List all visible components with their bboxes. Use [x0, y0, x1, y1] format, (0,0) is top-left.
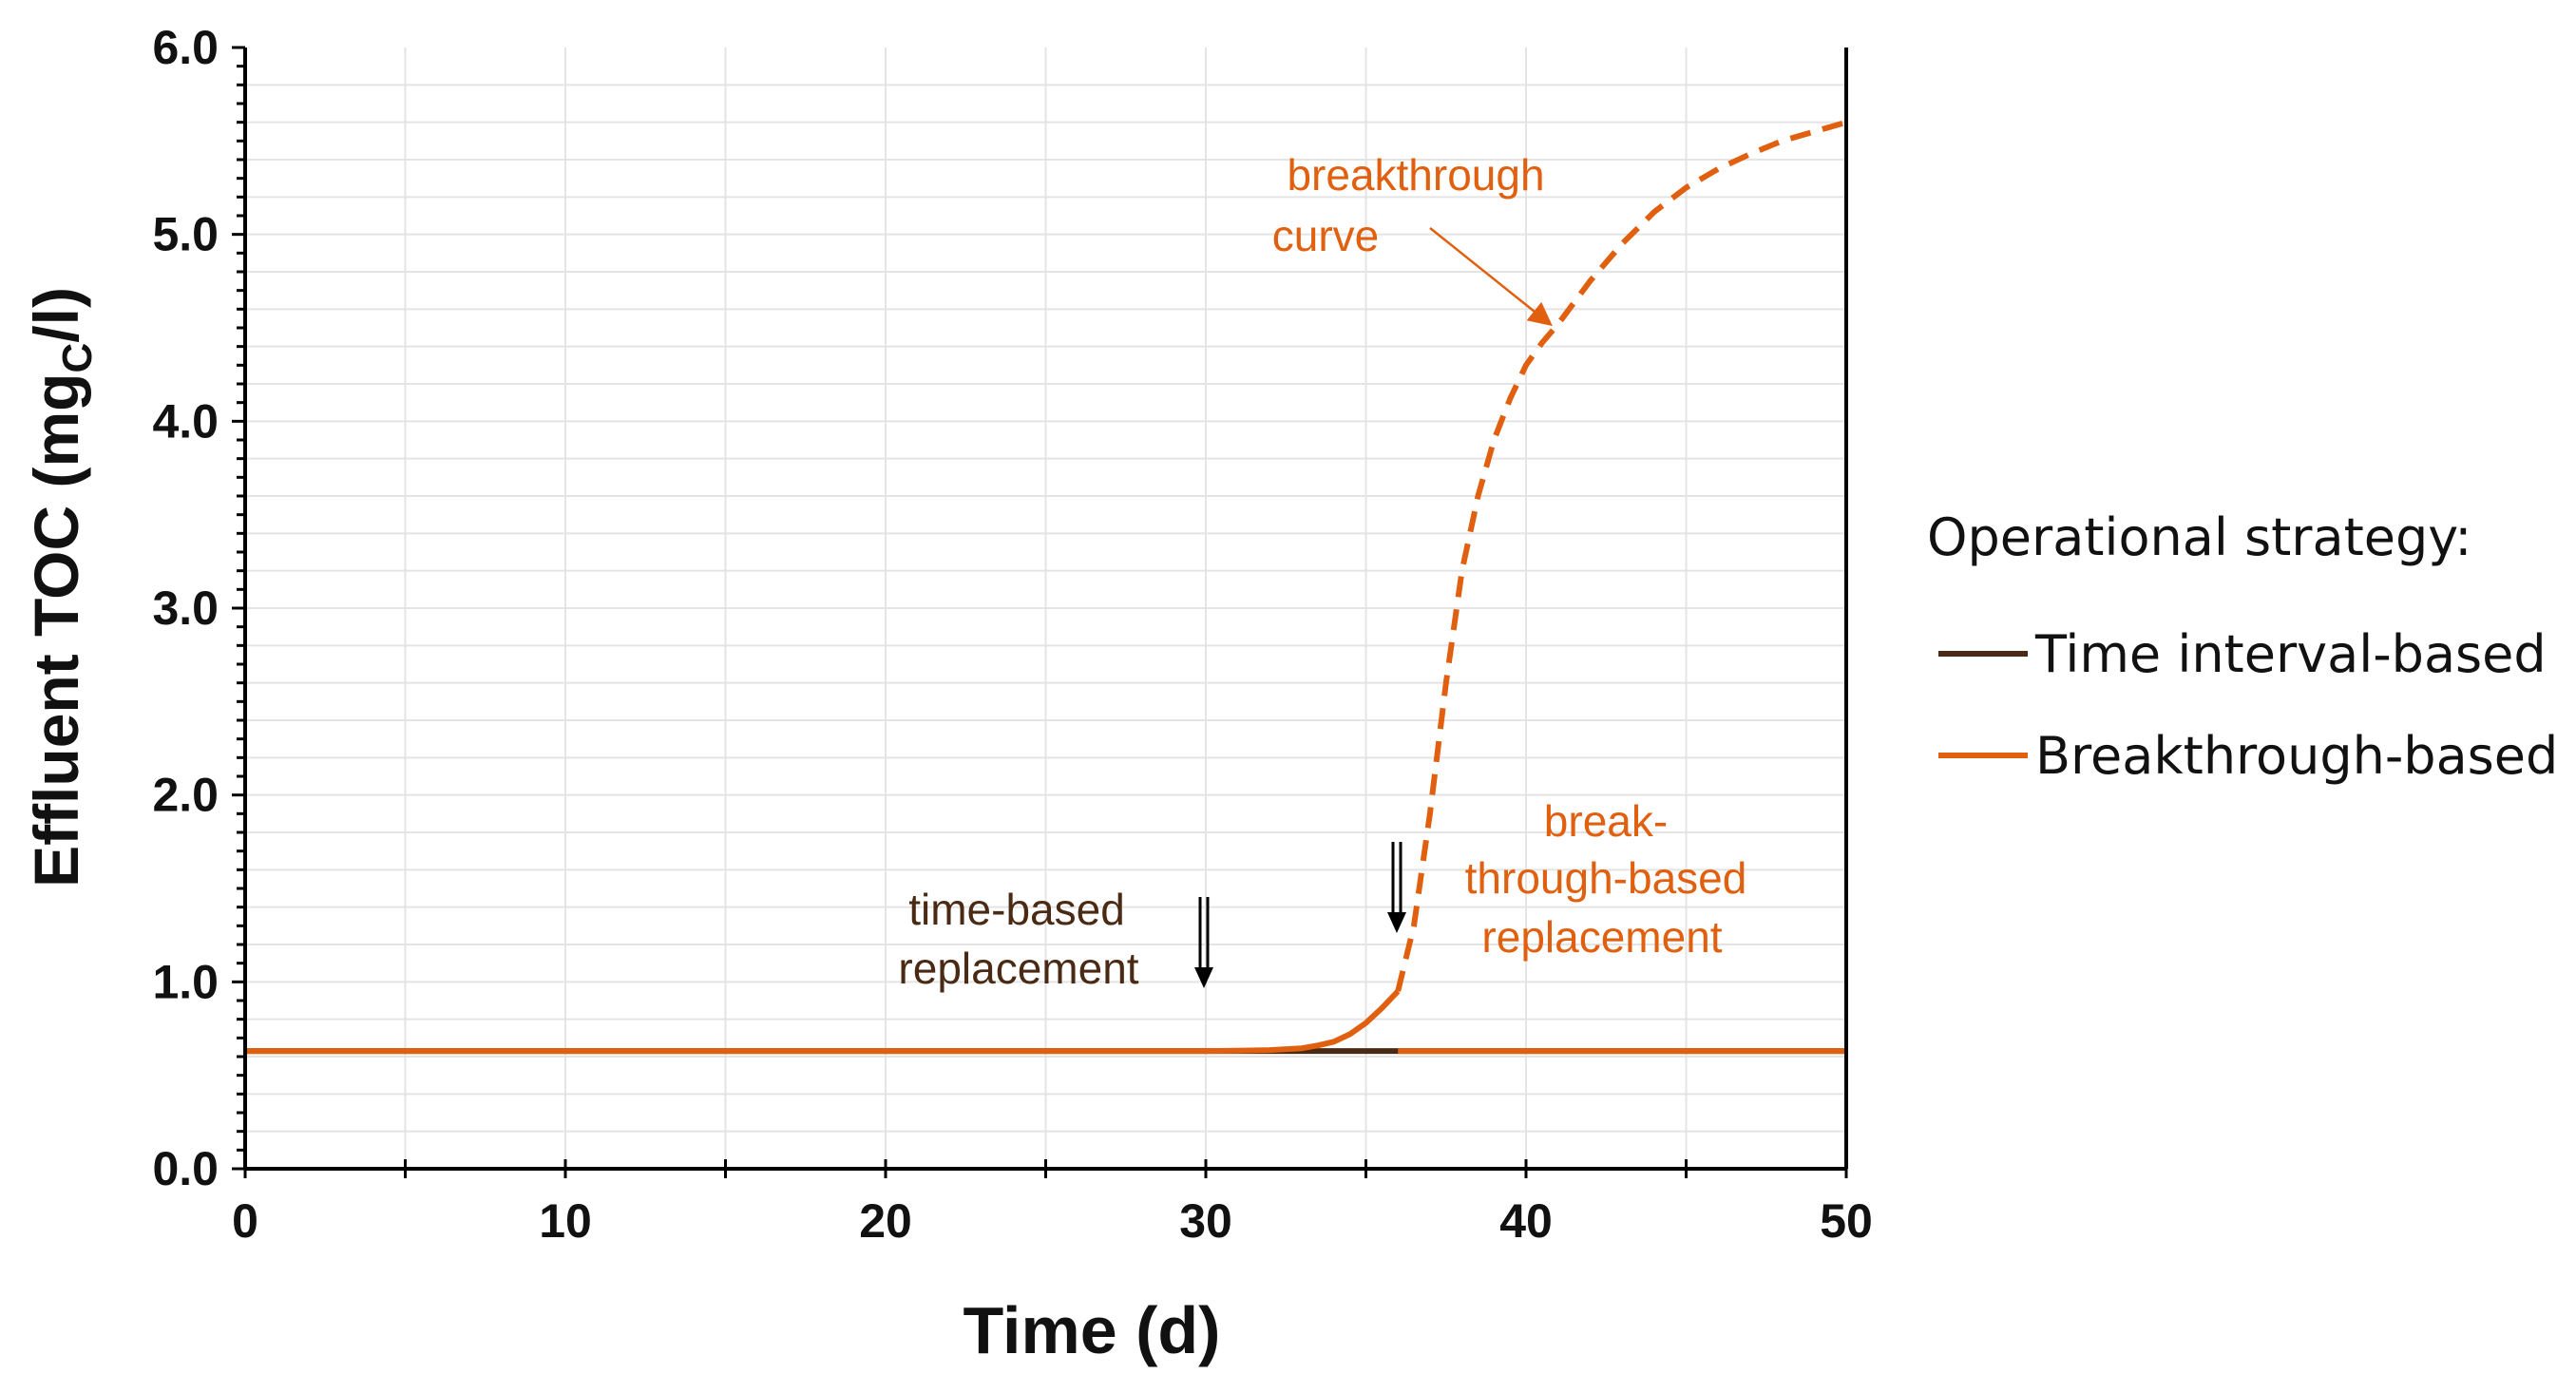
- y-tick-label: 0.0: [152, 1142, 219, 1195]
- y-tick-label: 4.0: [152, 394, 219, 448]
- annotation-breakthrough-curve-line2: curve: [1272, 211, 1379, 260]
- y-axis-title: Effluent TOC (mgC/l): [21, 287, 101, 887]
- legend-label-breakthrough: Breakthrough-based: [2035, 726, 2558, 786]
- annotation-breakthrough-curve-line1: breakthrough: [1287, 150, 1544, 200]
- x-tick-label: 10: [539, 1194, 592, 1248]
- x-tick-label: 20: [859, 1194, 912, 1248]
- annotation-breakthrough-based-line1: break-: [1544, 796, 1668, 846]
- y-tick-label: 6.0: [152, 21, 219, 74]
- y-axis-title-subscript: C: [54, 343, 101, 373]
- legend: Operational strategy: Time interval-base…: [1927, 507, 2558, 786]
- y-tick-label: 2.0: [152, 769, 219, 822]
- breakthrough-based-replacement-arrow-icon: [1387, 842, 1406, 933]
- annotation-time-based-line1: time-based: [908, 885, 1125, 934]
- series-line-1: [245, 989, 1401, 1055]
- annotation-breakthrough-based: break- through-based replacement: [1387, 796, 1746, 962]
- legend-label-time-interval: Time interval-based: [2034, 624, 2547, 684]
- y-tick-label: 1.0: [152, 955, 219, 1008]
- y-axis-title-main: Effluent TOC (mg: [21, 373, 91, 887]
- time-based-replacement-arrow-icon: [1194, 897, 1213, 988]
- y-axis-title-suffix: /l): [21, 287, 91, 343]
- ticks: 0.0 1.0 2.0 3.0 4.0 5.0 6.0 0 10 20 30 40 50: [152, 21, 1872, 1248]
- series-line-3: [1395, 119, 1847, 992]
- y-tick-label: 3.0: [152, 582, 219, 635]
- x-tick-label: 30: [1179, 1194, 1232, 1248]
- x-tick-label: 40: [1499, 1194, 1553, 1248]
- x-tick-label: 50: [1820, 1194, 1873, 1248]
- series-layer: [245, 119, 1847, 1055]
- annotation-breakthrough-based-line3: replacement: [1481, 912, 1722, 962]
- x-axis-title: Time (d): [964, 1293, 1221, 1367]
- y-tick-label: 5.0: [152, 208, 219, 261]
- legend-title: Operational strategy:: [1927, 507, 2472, 567]
- grid: [245, 48, 1846, 1169]
- annotation-breakthrough-based-line2: through-based: [1465, 853, 1747, 903]
- x-tick-label: 0: [232, 1194, 258, 1248]
- annotation-time-based: time-based replacement: [898, 885, 1213, 993]
- annotation-breakthrough-curve: breakthrough curve: [1272, 150, 1553, 327]
- annotation-time-based-line2: replacement: [898, 944, 1138, 993]
- annotation-breakthrough-curve-arrow: [1429, 227, 1553, 327]
